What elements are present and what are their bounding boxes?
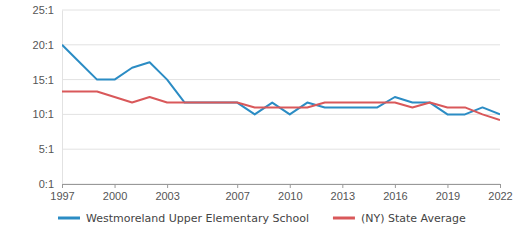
y-tick: 15:1	[33, 74, 62, 86]
x-tick-label: 1997	[50, 190, 74, 202]
y-tick-label: 0:1	[39, 178, 54, 190]
x-tick: 2007	[225, 184, 249, 202]
series-line	[62, 91, 500, 120]
y-tick: 5:1	[39, 143, 62, 155]
x-tick-label: 2019	[436, 190, 460, 202]
x-tick: 2000	[103, 184, 127, 202]
x-axis-line	[63, 185, 501, 189]
y-tick-label: 20:1	[33, 39, 54, 51]
y-tick-label: 10:1	[33, 108, 54, 120]
plot: 0:1 5:1 10:1 15:1 20:1 25:1 1997 2000 2003 2007 20…	[33, 4, 513, 202]
x-tick-mark	[237, 184, 238, 188]
x-tick-mark	[167, 184, 168, 188]
grid-line	[62, 10, 500, 11]
y-tick: 25:1	[33, 4, 62, 16]
x-tick: 2022	[488, 184, 512, 202]
grid-line	[62, 44, 500, 45]
x-tick: 2013	[331, 184, 355, 202]
x-tick: 2003	[155, 184, 179, 202]
x-tick-label: 2003	[155, 190, 179, 202]
grid-line	[62, 114, 500, 115]
x-tick: 2010	[278, 184, 302, 202]
x-axis: 1997 2000 2003 2007 2010 2013 2016 2019 2022	[50, 184, 512, 202]
x-tick-label: 2013	[331, 190, 355, 202]
x-tick-label: 2000	[103, 190, 127, 202]
x-tick-label: 2022	[488, 190, 512, 202]
y-axis: 0:1 5:1 10:1 15:1 20:1 25:1	[33, 4, 63, 190]
x-tick-mark	[447, 184, 448, 188]
x-tick: 1997	[50, 184, 74, 202]
legend-label: Westmoreland Upper Elementary School	[86, 212, 309, 225]
y-tick: 0:1	[39, 178, 62, 190]
grid-line	[62, 79, 500, 80]
grid	[62, 10, 500, 184]
y-tick: 20:1	[33, 39, 62, 51]
x-tick-label: 2007	[225, 190, 249, 202]
legend-swatch	[58, 217, 80, 220]
y-tick-label: 5:1	[39, 143, 54, 155]
legend: Westmoreland Upper Elementary School (NY)…	[58, 212, 466, 225]
legend-item: Westmoreland Upper Elementary School	[58, 212, 309, 225]
x-tick-mark	[395, 184, 396, 188]
y-tick: 10:1	[33, 108, 62, 120]
x-tick: 2016	[383, 184, 407, 202]
x-tick-mark	[342, 184, 343, 188]
legend-label: (NY) State Average	[361, 212, 466, 225]
y-tick-label: 25:1	[33, 4, 54, 16]
chart: 0:1 5:1 10:1 15:1 20:1 25:1 1997 2000 2003 2007 20…	[0, 0, 524, 230]
x-tick-mark	[115, 184, 116, 188]
legend-swatch	[333, 217, 355, 220]
x-tick: 2019	[436, 184, 460, 202]
x-tick-mark	[500, 184, 501, 188]
x-tick-label: 2010	[278, 190, 302, 202]
y-tick-label: 15:1	[33, 74, 54, 86]
legend-item: (NY) State Average	[333, 212, 466, 225]
x-tick-mark	[290, 184, 291, 188]
grid-line	[62, 149, 500, 150]
y-axis-line	[62, 11, 63, 185]
x-tick-label: 2016	[383, 190, 407, 202]
lines	[62, 45, 500, 120]
x-tick-mark	[62, 184, 63, 188]
